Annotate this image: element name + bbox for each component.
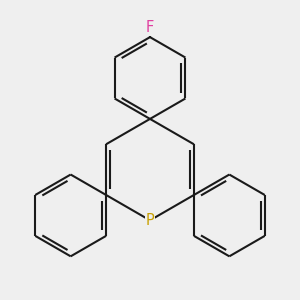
Text: P: P: [146, 213, 154, 228]
Text: F: F: [146, 20, 154, 35]
